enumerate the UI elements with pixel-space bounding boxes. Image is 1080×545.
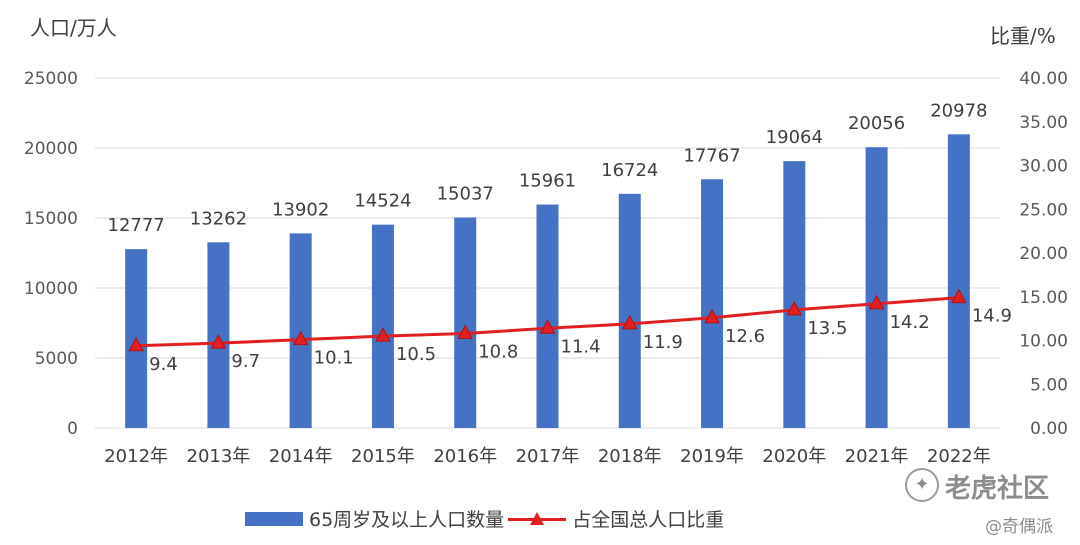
line-label: 9.4 xyxy=(149,354,178,375)
x-tick-label: 2021年 xyxy=(845,446,909,467)
x-tick-label: 2012年 xyxy=(104,446,168,467)
y2-tick-label: 30.00 xyxy=(1019,157,1068,177)
line-label: 11.4 xyxy=(561,336,601,357)
y-tick-label: 25000 xyxy=(24,69,78,89)
bar-label: 20056 xyxy=(848,113,905,134)
legend-bar-swatch xyxy=(245,511,303,526)
line-marker xyxy=(951,288,967,304)
y2-tick-label: 40.00 xyxy=(1019,69,1068,89)
right-axis-ticks: 0.00 5.00 10.00 15.00 20.00 25.00 30.00 35.00 40… xyxy=(1019,69,1068,439)
bar-label: 17767 xyxy=(683,145,740,166)
x-axis-ticks: 2012年 2013年 2014年 2015年 2016年 2017年 2018年 2019年… xyxy=(104,446,991,467)
bar-label: 16724 xyxy=(601,160,658,181)
y2-tick-label: 25.00 xyxy=(1019,200,1068,220)
y-tick-label: 5000 xyxy=(35,349,78,369)
line-marker xyxy=(868,294,885,310)
line-marker xyxy=(457,324,474,339)
x-tick-label: 2022年 xyxy=(927,446,991,467)
line-label: 11.9 xyxy=(643,332,683,353)
x-tick-label: 2013年 xyxy=(187,446,251,467)
y2-tick-label: 15.00 xyxy=(1019,288,1068,308)
y2-tick-label: 20.00 xyxy=(1019,244,1068,264)
line-label: 14.9 xyxy=(972,306,1012,327)
legend-bar-label: 65周岁及以上人口数量 xyxy=(309,509,505,531)
line-marker xyxy=(292,330,309,346)
line-marker xyxy=(704,308,720,324)
bar-data-labels: 12777 13262 13902 14524 15037 15961 16724 17767… xyxy=(108,100,988,236)
watermark-brand: 老虎社区 xyxy=(945,474,1050,504)
x-tick-label: 2019年 xyxy=(680,446,744,467)
watermark-logo-icon: ✦ xyxy=(905,468,939,502)
y2-tick-label: 10.00 xyxy=(1019,332,1068,352)
bar xyxy=(371,224,394,428)
x-tick-label: 2016年 xyxy=(433,446,497,467)
legend-line-label: 占全国总人口比重 xyxy=(572,509,725,531)
bar xyxy=(783,161,806,428)
bar xyxy=(947,134,970,429)
line-label: 10.8 xyxy=(478,342,518,363)
line-label: 9.7 xyxy=(231,351,260,372)
bar-label: 15037 xyxy=(437,183,494,204)
y2-tick-label: 5.00 xyxy=(1030,375,1068,395)
bar xyxy=(618,193,641,428)
line-marker xyxy=(128,336,144,352)
x-tick-label: 2018年 xyxy=(598,446,662,467)
line-marker xyxy=(539,319,556,334)
line-marker xyxy=(375,327,391,342)
right-axis-title: 比重/% xyxy=(990,24,1056,48)
legend-line-swatch xyxy=(508,511,567,527)
bar xyxy=(536,204,559,428)
line-marker xyxy=(621,314,638,330)
line-label: 14.2 xyxy=(890,312,930,333)
y-tick-label: 0 xyxy=(67,419,78,439)
line-marker xyxy=(210,334,227,349)
bar-label: 19064 xyxy=(766,127,823,148)
line-label: 10.1 xyxy=(314,348,354,369)
x-tick-label: 2015年 xyxy=(351,446,415,467)
line-series xyxy=(128,288,967,352)
bar-label: 20978 xyxy=(930,100,987,121)
x-tick-label: 2020年 xyxy=(762,446,826,467)
line-label: 12.6 xyxy=(725,326,765,347)
bar xyxy=(865,147,888,428)
x-tick-label: 2014年 xyxy=(269,446,333,467)
y2-tick-label: 0.00 xyxy=(1030,419,1068,439)
legend: 65周岁及以上人口数量 占全国总人口比重 xyxy=(245,505,724,532)
y2-tick-label: 35.00 xyxy=(1019,113,1068,133)
left-axis-ticks: 0 5000 10000 15000 20000 25000 xyxy=(24,69,78,439)
line-marker xyxy=(786,300,803,316)
bar-label: 14524 xyxy=(354,191,411,212)
watermark-credit: @奇偶派 xyxy=(985,517,1053,537)
left-axis-title: 人口/万人 xyxy=(30,16,117,40)
bar-label: 15961 xyxy=(519,171,576,192)
bar xyxy=(454,217,477,428)
line-label: 13.5 xyxy=(807,318,847,339)
y-tick-label: 15000 xyxy=(24,209,78,229)
bar-label: 12777 xyxy=(108,215,165,236)
bar xyxy=(701,179,724,428)
bar-label: 13262 xyxy=(190,208,247,229)
x-tick-label: 2017年 xyxy=(516,446,580,467)
line-label: 10.5 xyxy=(396,344,436,365)
line-data-labels: 9.4 9.7 10.1 10.5 10.8 11.4 11.9 12.6 13.5 14.2 14… xyxy=(149,306,1012,375)
y-tick-label: 10000 xyxy=(24,279,78,299)
y-tick-label: 20000 xyxy=(24,139,78,159)
bar-label: 13902 xyxy=(272,199,329,220)
